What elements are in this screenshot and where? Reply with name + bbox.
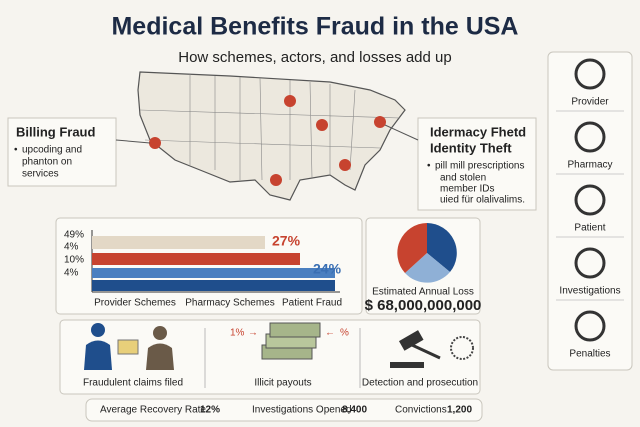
- pie: [397, 223, 457, 283]
- billing-box: [7, 117, 117, 187]
- arrow: →: [248, 328, 258, 339]
- bullet: •: [14, 145, 18, 156]
- stat-label: Investigations Opened: [252, 405, 352, 416]
- gavel-icon: [390, 330, 474, 368]
- axis-label: 4%: [64, 268, 79, 279]
- loss-label: Estimated Annual Loss: [372, 287, 474, 298]
- arrow-label: 1%: [230, 328, 245, 339]
- stat-value: 12%: [200, 405, 220, 416]
- arrow-label: %: [340, 328, 349, 339]
- axis-label: 10%: [64, 255, 84, 266]
- stat-value: 8,400: [342, 405, 367, 416]
- sidebar: [547, 51, 633, 371]
- stats-bar: [85, 398, 483, 422]
- identity-item: pill mill prescriptions: [435, 161, 524, 172]
- bar: [92, 236, 265, 249]
- billing-item: upcoding and: [22, 145, 82, 156]
- category-label: Provider Schemes: [94, 298, 176, 309]
- connector: [115, 139, 151, 144]
- loss-amount: $ 68,000,000,000: [365, 297, 482, 314]
- step-label: Detection and prosecution: [362, 378, 478, 389]
- identity-title: Identity Theft: [430, 140, 512, 155]
- sidebar-icon: [574, 247, 606, 279]
- money-icon: [261, 322, 321, 360]
- sidebar-label: Pharmacy: [567, 160, 612, 171]
- bar: [92, 280, 335, 291]
- identity-item: member IDs: [440, 184, 494, 195]
- sidebar-label: Penalties: [569, 349, 610, 360]
- sidebar-icon: [574, 58, 606, 90]
- sidebar-icon: [574, 310, 606, 342]
- stat-value: 1,200: [447, 405, 472, 416]
- bar: [92, 268, 335, 278]
- us-map: [137, 71, 406, 201]
- value-label: 27%: [272, 233, 301, 249]
- identity-title: Idermacy Fhetd: [430, 124, 526, 139]
- category-label: Patient Fraud: [282, 298, 342, 309]
- people-icon: [84, 323, 174, 370]
- connector: [384, 124, 419, 141]
- stat-label: Average Recovery Rate: [100, 405, 206, 416]
- bullet: •: [427, 161, 431, 172]
- billing-item: phanton on: [22, 157, 72, 168]
- sidebar-icon: [574, 121, 606, 153]
- identity-item: uied für olalivalims.: [440, 195, 525, 206]
- category-label: Pharmacy Schemes: [185, 298, 274, 309]
- sidebar-icon: [574, 184, 606, 216]
- subtitle: How schemes, actors, and losses add up: [178, 49, 451, 66]
- axis-label: 49%: [64, 230, 84, 241]
- billing-title: Billing Fraud: [16, 124, 96, 139]
- bar: [92, 253, 300, 265]
- step-label: Illicit payouts: [254, 378, 311, 389]
- sidebar-label: Investigations: [559, 286, 620, 297]
- axis-label: 4%: [64, 242, 79, 253]
- arrow: ←: [325, 328, 335, 339]
- step-label: Fraudulent claims filed: [83, 378, 183, 389]
- billing-item: services: [22, 169, 59, 180]
- title: Medical Benefits Fraud in the USA: [111, 13, 518, 41]
- sidebar-label: Provider: [571, 97, 609, 108]
- sidebar-label: Patient: [574, 223, 605, 234]
- identity-item: and stolen: [440, 173, 486, 184]
- stat-label: Convictions: [395, 405, 447, 416]
- identity-box: [417, 117, 537, 211]
- value-label: 24%: [313, 261, 342, 277]
